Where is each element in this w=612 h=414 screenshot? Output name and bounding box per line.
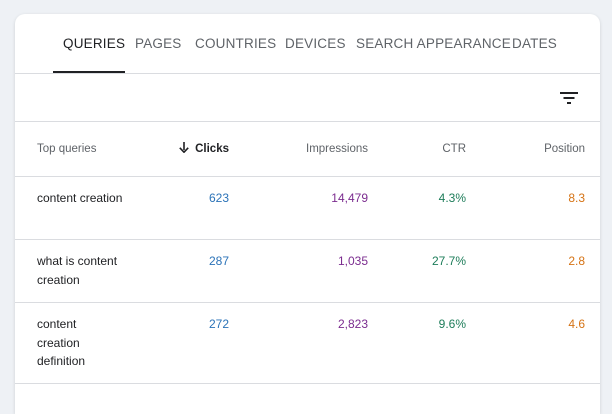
active-tab-indicator: [53, 71, 125, 73]
column-header-ctr[interactable]: CTR: [442, 143, 466, 155]
column-header-impressions[interactable]: Impressions: [306, 143, 368, 155]
tab-devices[interactable]: DEVICES: [285, 36, 346, 51]
position-value: 2.8: [568, 254, 585, 268]
position-value: 8.3: [568, 191, 585, 205]
ctr-value: 4.3%: [438, 191, 466, 205]
tab-dates[interactable]: DATES: [512, 36, 558, 51]
clicks-value: 287: [208, 254, 229, 268]
column-header-clicks-label: Clicks: [195, 143, 229, 155]
table-row[interactable]: content creation 623 14,479 4.3% 8.3: [15, 177, 600, 240]
query-text: what is content creation: [37, 254, 118, 287]
column-header-position[interactable]: Position: [544, 143, 585, 155]
ctr-value: 9.6%: [438, 317, 466, 331]
filter-icon[interactable]: [558, 88, 580, 108]
table-row[interactable]: what is content creation 287 1,035 27.7%…: [15, 240, 600, 303]
impressions-value: 14,479: [331, 191, 368, 205]
tab-pages[interactable]: PAGES: [135, 36, 182, 51]
performance-card: QUERIES PAGES COUNTRIES DEVICES SEARCH A…: [15, 14, 600, 414]
tab-queries[interactable]: QUERIES: [63, 36, 126, 51]
column-header-clicks[interactable]: Clicks: [165, 140, 229, 159]
report-tabs: QUERIES PAGES COUNTRIES DEVICES SEARCH A…: [15, 14, 600, 74]
filter-bar: [15, 74, 600, 122]
table-header-row: Top queries Clicks Impressions CTR Posit…: [15, 122, 600, 177]
position-value: 4.6: [568, 317, 585, 331]
tab-countries[interactable]: COUNTRIES: [195, 36, 277, 51]
query-text: content creation definition: [37, 317, 86, 368]
clicks-value: 272: [208, 317, 229, 331]
table-row[interactable]: content creation definition 272 2,823 9.…: [15, 303, 600, 384]
query-text: content creation: [37, 191, 123, 205]
impressions-value: 2,823: [337, 317, 368, 331]
arrow-down-icon: [179, 140, 189, 159]
ctr-value: 27.7%: [431, 254, 466, 268]
column-header-query[interactable]: Top queries: [37, 143, 97, 155]
tab-search-appearance[interactable]: SEARCH APPEARANCE: [356, 36, 511, 51]
impressions-value: 1,035: [337, 254, 368, 268]
clicks-value: 623: [208, 191, 229, 205]
